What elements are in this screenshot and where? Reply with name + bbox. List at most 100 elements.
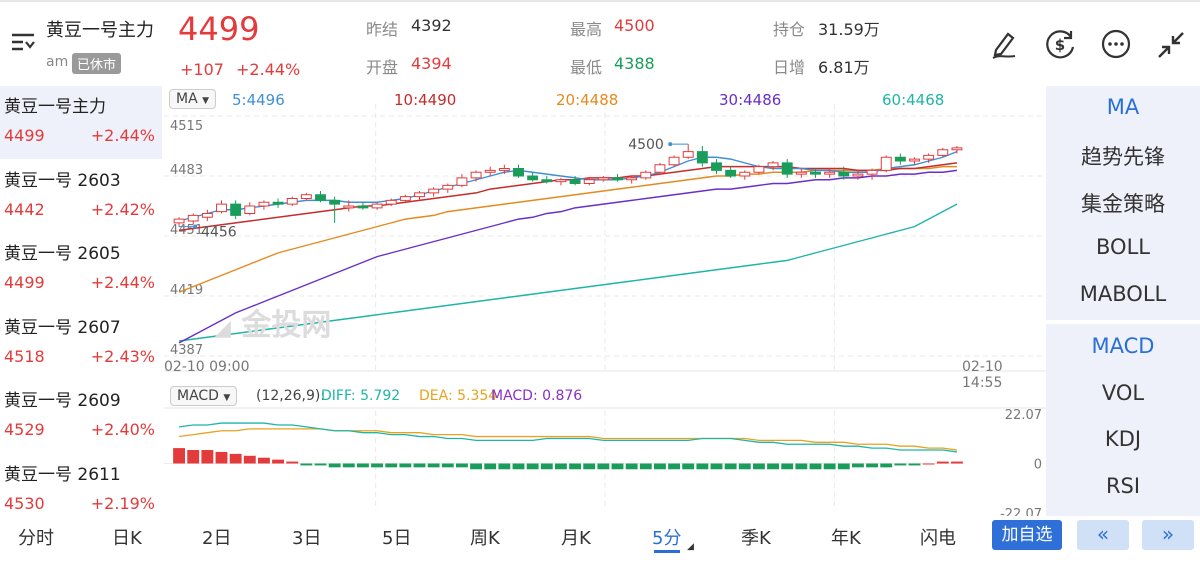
tab-period[interactable]: 5日	[382, 528, 412, 549]
macd-bar	[554, 463, 567, 470]
indicator-jijin-strategy[interactable]: 集金策略	[1081, 192, 1165, 216]
indicator-boll[interactable]: BOLL	[1096, 235, 1150, 259]
macd-dea: DEA: 5.354	[419, 388, 498, 404]
stat-value: 4500	[614, 16, 655, 35]
stat-value: 6.81万	[818, 58, 870, 77]
sub-indicator-label: MACD	[177, 388, 219, 404]
candle-body	[711, 162, 722, 171]
tab-period[interactable]: 2日	[202, 528, 232, 549]
svg-text:$: $	[1055, 36, 1065, 54]
kline-chart[interactable]: 4515 4483 4451 4419 4387 4500 4456 22.07 0 -22.07	[164, 86, 1046, 516]
indicator-ma[interactable]: MA	[1106, 95, 1140, 119]
contract-item[interactable]: 黄豆一号 2605 4499 +2.44%	[0, 233, 162, 306]
candle-body	[852, 173, 864, 177]
contract-price: 4518	[4, 346, 45, 366]
macd-y-tick: 22.07	[1005, 408, 1042, 423]
next-button[interactable]: »	[1142, 520, 1194, 550]
stat-label: 日增	[773, 58, 806, 77]
collapse-icon[interactable]	[1156, 30, 1186, 64]
contract-price: 4499	[4, 273, 45, 292]
candle-body	[428, 188, 440, 194]
tab-period[interactable]: 周K	[470, 528, 500, 549]
macd-bar	[823, 463, 836, 470]
macd-bar	[936, 461, 949, 464]
add-watchlist-button[interactable]: 加自选	[992, 520, 1062, 550]
candle-body	[498, 168, 510, 171]
contract-change-pct: +2.40%	[90, 420, 155, 439]
macd-bar	[385, 463, 398, 468]
draw-pen-icon[interactable]	[988, 28, 1020, 64]
stat-label: 最高	[570, 20, 603, 39]
contract-item[interactable]: 黄豆一号主力 4499 +2.44%	[0, 86, 162, 159]
indicator-trend-pioneer[interactable]: 趋势先锋	[1081, 145, 1165, 169]
candle-body	[612, 177, 623, 181]
candle-body	[244, 205, 256, 214]
macd-bar	[399, 463, 412, 468]
instrument-title: 黄豆一号主力	[46, 20, 154, 41]
ma-label: 30:4486	[719, 91, 782, 109]
watermark: ◢ 金投网	[214, 300, 331, 344]
watermark-text: 金投网	[241, 308, 332, 343]
contract-item[interactable]: 黄豆一号 2603 4442 +2.42%	[0, 160, 162, 233]
macd-y-tick: 0	[1034, 458, 1042, 473]
sub-indicator-select[interactable]: MACD ▼	[170, 386, 238, 406]
indicator-vol[interactable]: VOL	[1101, 381, 1145, 405]
main-indicator-select[interactable]: MA ▼	[169, 89, 217, 109]
contract-price: 4530	[4, 493, 45, 513]
stat-value: 31.59万	[818, 20, 880, 39]
macd-bar	[738, 463, 751, 470]
time-end-label: 02-10 14:55	[962, 359, 1003, 391]
candle-body	[682, 151, 694, 158]
tab-period[interactable]: 3日	[292, 528, 322, 549]
macd-bar	[187, 450, 200, 464]
macd-bar	[950, 461, 963, 464]
candle-body	[583, 179, 595, 184]
macd-value: MACD: 0.876	[491, 388, 583, 404]
last-price: 4499	[178, 10, 260, 48]
contract-item[interactable]: 黄豆一号 2611 4530 +2.19%	[0, 454, 162, 527]
macd-bar	[851, 463, 864, 468]
candle-body	[909, 158, 920, 162]
candle-body	[470, 171, 482, 179]
candle-body	[513, 168, 524, 177]
candle-body	[640, 171, 652, 179]
macd-bar	[314, 463, 327, 466]
contract-change-pct: +2.44%	[90, 273, 155, 292]
contract-change-pct: +2.43%	[90, 346, 155, 366]
tab-period[interactable]: 闪电	[920, 528, 956, 549]
macd-bar	[569, 463, 582, 470]
prev-button[interactable]: «	[1077, 520, 1129, 550]
candle-body	[272, 201, 284, 205]
macd-bar	[795, 463, 808, 470]
tab-period[interactable]: 日K	[112, 528, 142, 549]
candle-body	[838, 171, 850, 177]
tab-period[interactable]: 季K	[741, 528, 771, 549]
macd-bar	[173, 448, 186, 464]
main-indicator-label: MA	[176, 91, 198, 107]
more-icon[interactable]	[1100, 28, 1132, 64]
tab-period[interactable]: 5分	[652, 528, 682, 549]
macd-bar	[427, 463, 440, 468]
diff-line	[178, 422, 958, 453]
contract-item[interactable]: 黄豆一号 2609 4529 +2.40%	[0, 380, 162, 453]
currency-icon[interactable]: $	[1043, 27, 1077, 65]
indicator-kdj[interactable]: KDJ	[1104, 427, 1142, 451]
contract-item[interactable]: 黄豆一号 2607 4518 +2.43%	[0, 307, 162, 380]
ma-label: 60:4468	[882, 91, 945, 109]
chart-area: 4515 4483 4451 4419 4387 4500 4456 22.07 0 -22.07…	[164, 86, 1046, 516]
tab-period[interactable]: 年K	[831, 528, 861, 549]
indicator-panel: MA 趋势先锋 集金策略 BOLL MABOLL MACD VOL KDJ RS…	[1046, 86, 1200, 516]
indicator-maboll[interactable]: MABOLL	[1079, 282, 1167, 306]
candle-body	[739, 171, 751, 177]
macd-bar	[653, 463, 666, 470]
macd-bar	[583, 463, 596, 470]
candle-body	[696, 151, 708, 164]
tab-period[interactable]: 月K	[561, 528, 591, 549]
indicator-rsi[interactable]: RSI	[1105, 474, 1141, 498]
tab-period[interactable]: 分时	[18, 528, 54, 549]
indicator-macd[interactable]: MACD	[1091, 334, 1155, 358]
stat-value: 4394	[411, 54, 452, 73]
macd-bar	[710, 463, 723, 470]
macd-bar	[356, 463, 369, 468]
menu-filter-icon[interactable]	[10, 32, 36, 58]
